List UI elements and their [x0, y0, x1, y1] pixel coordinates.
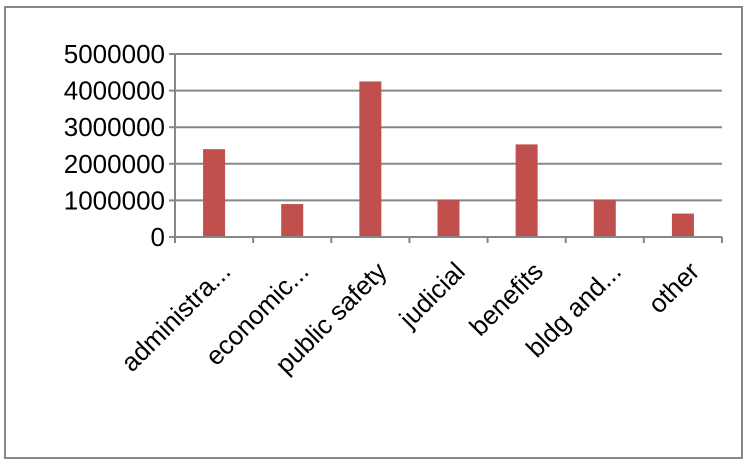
gridlines [175, 53, 722, 202]
bars [203, 81, 694, 237]
bar [593, 199, 616, 237]
y-tick-label: 3000000 [64, 112, 165, 142]
x-category-label: other [642, 256, 705, 319]
bar [281, 204, 304, 237]
bar [437, 199, 460, 237]
bar [359, 81, 382, 237]
y-tick-label: 5000000 [64, 39, 165, 69]
bar [515, 144, 538, 237]
x-category-label: judicial [393, 256, 471, 334]
y-tick-label: 2000000 [64, 149, 165, 179]
y-tick-label: 1000000 [64, 185, 165, 215]
axes [169, 53, 723, 243]
bar [203, 149, 226, 237]
bar [671, 213, 694, 237]
y-tick-labels: 0 1000000 2000000 3000000 4000000 5000000 [64, 39, 165, 252]
x-category-labels: administra...economic...public safety jud… [115, 256, 705, 380]
y-tick-label: 4000000 [64, 76, 165, 106]
y-tick-label: 0 [151, 222, 165, 252]
